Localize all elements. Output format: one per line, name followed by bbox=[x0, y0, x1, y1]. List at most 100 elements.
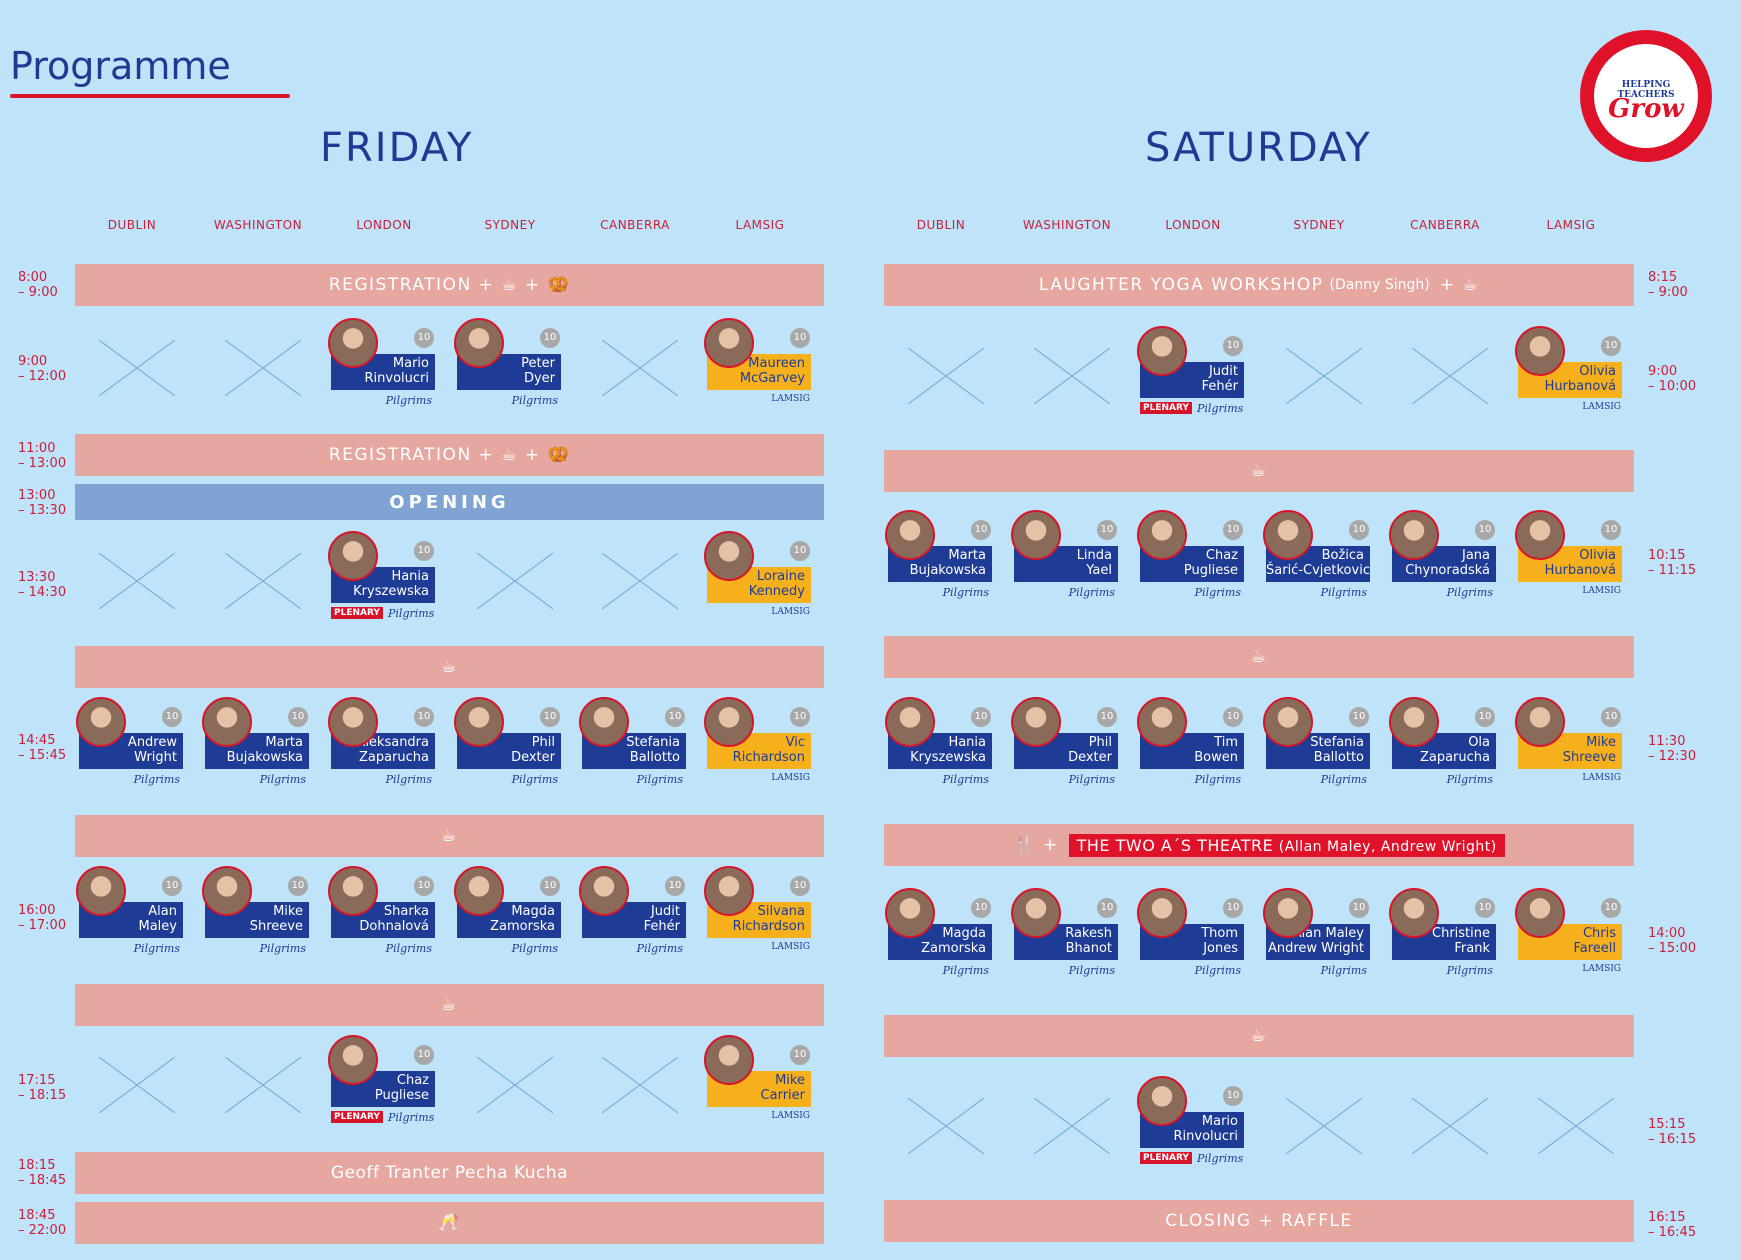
organiser-label: Pilgrims bbox=[385, 394, 432, 407]
speaker-photo bbox=[1011, 888, 1061, 938]
organiser-label: Pilgrims bbox=[1446, 586, 1493, 599]
yoga-sub: (Danny Singh) bbox=[1329, 277, 1430, 293]
capacity-badge: 10 bbox=[971, 898, 991, 918]
friday-s1-session-card[interactable]: Maureen McGarvey 10 LAMSIG bbox=[704, 318, 811, 418]
organiser-label: Pilgrims bbox=[385, 773, 432, 786]
organiser-label: Pilgrims bbox=[388, 607, 435, 620]
friday-s3-session-card[interactable]: Marta Bujakowska 10 Pilgrims bbox=[202, 697, 309, 797]
friday-s5-session-card[interactable]: Mike Carrier 10 LAMSIG bbox=[704, 1035, 811, 1135]
saturday-col-canberra: CANBERRA bbox=[1410, 218, 1480, 232]
saturday-s3-session-card[interactable]: Hania Kryszewska 10 Pilgrims bbox=[885, 697, 992, 797]
saturday-s4-session-card[interactable]: Magda Zamorska 10 Pilgrims bbox=[885, 888, 992, 988]
saturday-time-0: 8:15 – 9:00 bbox=[1648, 270, 1688, 300]
friday-s3-session-card[interactable]: Phil Dexter 10 Pilgrims bbox=[454, 697, 561, 797]
speaker-photo bbox=[328, 1035, 378, 1085]
saturday-s3-session-card[interactable]: Stefania Ballotto 10 Pilgrims bbox=[1263, 697, 1370, 797]
friday-s5-empty-3 bbox=[477, 1057, 553, 1113]
speaker-name: Silvana Richardson bbox=[707, 902, 811, 938]
saturday-s5-session-card[interactable]: Mario Rinvolucri 10 PLENARY Pilgrims bbox=[1137, 1076, 1244, 1176]
organiser-label: Pilgrims bbox=[133, 773, 180, 786]
saturday-s5-empty-4 bbox=[1412, 1098, 1488, 1154]
friday-s3-session-card[interactable]: Andrew Wright 10 Pilgrims bbox=[76, 697, 183, 797]
friday-s4-session-card[interactable]: Silvana Richardson 10 LAMSIG bbox=[704, 866, 811, 966]
saturday-s4-session-card[interactable]: Chris Fareell 10 LAMSIG bbox=[1515, 888, 1622, 988]
friday-s5-session-card[interactable]: Chaz Pugliese 10 PLENARY Pilgrims bbox=[328, 1035, 435, 1135]
speaker-photo bbox=[76, 697, 126, 747]
friday-time-3: 13:00 – 13:30 bbox=[18, 488, 67, 518]
saturday-time-5: 15:15 – 16:15 bbox=[1648, 1117, 1697, 1147]
friday-s3-session-card[interactable]: Aleksandra Zaparucha 10 Pilgrims bbox=[328, 697, 435, 797]
speaker-name: Rakesh Bhanot bbox=[1014, 924, 1118, 960]
capacity-badge: 10 bbox=[414, 541, 434, 561]
speaker-photo bbox=[1389, 697, 1439, 747]
friday-s1-empty-4 bbox=[602, 340, 678, 396]
saturday-theatre-band: 🍴 + THE TWO A´S THEATRE (Allan Maley, An… bbox=[884, 824, 1634, 866]
speaker-photo bbox=[885, 697, 935, 747]
friday-s3-session-card[interactable]: Stefania Ballotto 10 Pilgrims bbox=[579, 697, 686, 797]
friday-s4-session-card[interactable]: Alan Maley 10 Pilgrims bbox=[76, 866, 183, 966]
friday-s4-session-card[interactable]: Judit Fehér 10 Pilgrims bbox=[579, 866, 686, 966]
saturday-s5-empty-1 bbox=[1034, 1098, 1110, 1154]
organiser-label: Pilgrims bbox=[636, 773, 683, 786]
plenary-tag: PLENARY bbox=[331, 1111, 383, 1123]
friday-s2-empty-0 bbox=[99, 553, 175, 609]
friday-s5-empty-1 bbox=[225, 1057, 301, 1113]
speaker-name: Magda Zamorska bbox=[888, 924, 992, 960]
speaker-photo bbox=[885, 888, 935, 938]
organiser-label: Pilgrims bbox=[511, 942, 558, 955]
saturday-s2-session-card[interactable]: Božica Šarić-Cvjetkovic 10 Pilgrims bbox=[1263, 510, 1370, 610]
friday-time-7: 17:15 – 18:15 bbox=[18, 1073, 67, 1103]
saturday-s4-session-card[interactable]: Rakesh Bhanot 10 Pilgrims bbox=[1011, 888, 1118, 988]
friday-s2-session-card[interactable]: Loraine Kennedy 10 LAMSIG bbox=[704, 531, 811, 631]
capacity-badge: 10 bbox=[790, 328, 810, 348]
saturday-s3-session-card[interactable]: Phil Dexter 10 Pilgrims bbox=[1011, 697, 1118, 797]
saturday-s4-session-card[interactable]: Christine Frank 10 Pilgrims bbox=[1389, 888, 1496, 988]
saturday-s3-session-card[interactable]: Tim Bowen 10 Pilgrims bbox=[1137, 697, 1244, 797]
speaker-photo bbox=[328, 866, 378, 916]
friday-s3-session-card[interactable]: Vic Richardson 10 LAMSIG bbox=[704, 697, 811, 797]
speaker-name: Božica Šarić-Cvjetkovic bbox=[1266, 546, 1370, 582]
friday-s1-session-card[interactable]: Mario Rinvolucri 10 Pilgrims bbox=[328, 318, 435, 418]
saturday-s2-session-card[interactable]: Olivia Hurbanová 10 LAMSIG bbox=[1515, 510, 1622, 610]
capacity-badge: 10 bbox=[1349, 520, 1369, 540]
saturday-s3-session-card[interactable]: Mike Shreeve 10 LAMSIG bbox=[1515, 697, 1622, 797]
saturday-s5-empty-5 bbox=[1538, 1098, 1614, 1154]
saturday-s2-session-card[interactable]: Marta Bujakowska 10 Pilgrims bbox=[885, 510, 992, 610]
friday-time-8: 18:15 – 18:45 bbox=[18, 1158, 67, 1188]
friday-s5-empty-4 bbox=[602, 1057, 678, 1113]
capacity-badge: 10 bbox=[1475, 707, 1495, 727]
saturday-s2-session-card[interactable]: Jana Chynoradská 10 Pilgrims bbox=[1389, 510, 1496, 610]
friday-time-6: 16:00 – 17:00 bbox=[18, 903, 67, 933]
friday-opening-band: OPENING bbox=[75, 484, 824, 520]
friday-s2-empty-1 bbox=[225, 553, 301, 609]
saturday-s4-session-card[interactable]: Thom Jones 10 Pilgrims bbox=[1137, 888, 1244, 988]
friday-col-dublin: DUBLIN bbox=[107, 218, 157, 232]
speaker-name: Judit Fehér bbox=[582, 902, 686, 938]
saturday-closing-band: CLOSING + RAFFLE bbox=[884, 1200, 1634, 1242]
capacity-badge: 10 bbox=[790, 707, 810, 727]
friday-s4-session-card[interactable]: Mike Shreeve 10 Pilgrims bbox=[202, 866, 309, 966]
saturday-s1-session-card[interactable]: Olivia Hurbanová 10 LAMSIG bbox=[1515, 326, 1622, 426]
organiser-label: Pilgrims bbox=[511, 773, 558, 786]
friday-s1-session-card[interactable]: Peter Dyer 10 Pilgrims bbox=[454, 318, 561, 418]
logo-line1: HELPING TEACHERS bbox=[1617, 80, 1675, 100]
organiser-label: Pilgrims bbox=[942, 586, 989, 599]
saturday-s3-session-card[interactable]: Ola Zaparucha 10 Pilgrims bbox=[1389, 697, 1496, 797]
lamsig-logo: LAMSIG bbox=[771, 942, 810, 952]
friday-time-9: 18:45 – 22:00 bbox=[18, 1208, 67, 1238]
friday-registration-band-2: REGISTRATION + ☕ + 🥨 bbox=[75, 434, 824, 476]
friday-s4-session-card[interactable]: Sharka Dohnalová 10 Pilgrims bbox=[328, 866, 435, 966]
saturday-s1-session-card[interactable]: Judit Fehér 10 PLENARY Pilgrims bbox=[1137, 326, 1244, 426]
capacity-badge: 10 bbox=[1601, 520, 1621, 540]
friday-s4-session-card[interactable]: Magda Zamorska 10 Pilgrims bbox=[454, 866, 561, 966]
speaker-name: Olivia Hurbanová bbox=[1518, 546, 1622, 582]
lamsig-logo: LAMSIG bbox=[1582, 402, 1621, 412]
friday-heading: FRIDAY bbox=[320, 125, 474, 171]
helping-teachers-grow-logo: HELPING TEACHERS Grow bbox=[1580, 30, 1712, 162]
saturday-s2-session-card[interactable]: Chaz Pugliese 10 Pilgrims bbox=[1137, 510, 1244, 610]
saturday-s4-session-card[interactable]: Alan Maley Andrew Wright 10 Pilgrims bbox=[1263, 888, 1370, 988]
speaker-photo bbox=[1137, 510, 1187, 560]
saturday-s2-session-card[interactable]: Linda Yael 10 Pilgrims bbox=[1011, 510, 1118, 610]
friday-s2-session-card[interactable]: Hania Kryszewska 10 PLENARY Pilgrims bbox=[328, 531, 435, 631]
plenary-tag: PLENARY bbox=[1140, 1152, 1192, 1164]
